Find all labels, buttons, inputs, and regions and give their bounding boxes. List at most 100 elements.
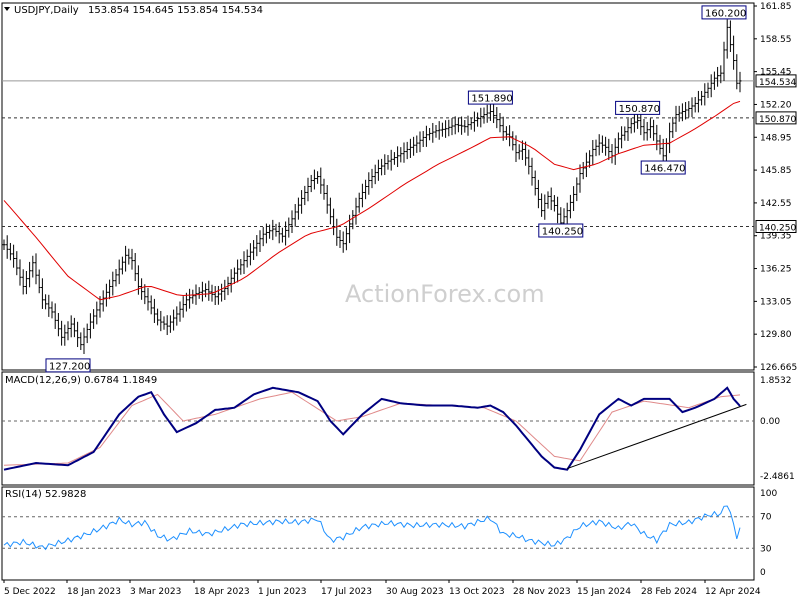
price-bar	[354, 197, 358, 225]
price-bar	[712, 71, 716, 90]
price-bar	[466, 115, 470, 136]
price-bar	[40, 278, 44, 309]
price-bar	[168, 315, 172, 333]
price-bar	[591, 140, 595, 166]
price-bar	[239, 259, 243, 275]
price-bar	[520, 140, 524, 161]
price-bar	[5, 235, 9, 259]
price-bars	[2, 19, 742, 355]
price-bar	[172, 309, 176, 331]
price-bar	[533, 170, 537, 196]
time-tick-10: 28 Feb 2024	[641, 587, 697, 597]
rsi-pane-frame	[1, 486, 755, 581]
price-bar	[738, 71, 742, 93]
annotation-box	[701, 5, 747, 20]
price-bar	[117, 259, 121, 285]
price-bar	[556, 196, 560, 224]
price-bar	[383, 154, 387, 176]
price-bar	[213, 286, 217, 306]
price-bar	[620, 126, 624, 149]
price-bar	[456, 117, 460, 133]
price-bar	[56, 312, 60, 337]
price-bar	[92, 309, 96, 329]
price-bar	[552, 195, 556, 212]
price-bar	[325, 184, 329, 214]
price-bar	[645, 121, 649, 141]
price-bar	[181, 296, 185, 318]
price-bar	[306, 177, 310, 202]
last-price-label: 154.534	[759, 78, 796, 88]
price-bar	[268, 224, 272, 239]
price-bar	[232, 267, 236, 284]
price-bar	[277, 222, 281, 244]
price-bar	[197, 287, 201, 299]
time-tick-7: 13 Oct 2023	[449, 587, 505, 597]
price-bar	[476, 112, 480, 127]
price-bar	[504, 126, 508, 140]
price-bar	[655, 124, 659, 151]
price-bar	[223, 279, 227, 300]
price-bar	[351, 210, 355, 230]
price-bar	[460, 116, 464, 135]
time-tick-8: 28 Nov 2023	[513, 587, 571, 597]
price-bar	[613, 138, 617, 165]
price-bar	[8, 242, 12, 261]
annotation-box	[538, 223, 584, 238]
rsi-line	[3, 505, 741, 551]
price-bar	[543, 194, 547, 220]
dropdown-arrow-icon[interactable]	[4, 7, 10, 11]
price-bar	[15, 251, 19, 276]
price-bar	[453, 116, 457, 135]
price-bar	[549, 187, 553, 211]
level-tag-140.250: 140.250	[759, 223, 796, 233]
price-bar	[642, 119, 646, 141]
price-bar	[479, 107, 483, 128]
price-bar	[101, 290, 105, 312]
price-bar	[216, 285, 220, 305]
price-bar	[415, 135, 419, 153]
price-bar	[674, 105, 678, 132]
price-bar	[719, 65, 723, 84]
price-bar	[258, 230, 262, 252]
level-tag-box	[755, 219, 797, 233]
price-axis-labels: 150.870 140.250 154.534 161.85 158.55 155.45 1…	[754, 2, 797, 578]
annotation-box	[45, 358, 91, 373]
price-bar	[338, 229, 342, 249]
price-bar	[300, 190, 304, 214]
price-bar	[114, 269, 118, 287]
price-bar	[293, 204, 297, 227]
time-tick-0: 5 Dec 2022	[4, 587, 56, 597]
price-bar	[732, 35, 736, 70]
price-bar	[517, 144, 521, 160]
price-bar	[626, 118, 630, 141]
price-bar	[162, 316, 166, 330]
macd-line	[3, 386, 741, 471]
price-bar	[431, 122, 435, 143]
price-bar	[53, 303, 57, 329]
price-bar	[687, 101, 691, 118]
price-bar	[444, 120, 448, 138]
price-bar	[373, 164, 377, 185]
annotation-box	[467, 90, 513, 105]
price-bar	[607, 138, 611, 161]
price-bar	[316, 171, 320, 184]
time-tick-6: 30 Aug 2023	[386, 587, 444, 597]
time-tick-4: 1 Jun 2023	[258, 587, 306, 597]
price-bar	[668, 122, 672, 154]
price-bar	[50, 301, 54, 319]
annotation-box	[640, 160, 686, 175]
price-bar	[69, 315, 73, 338]
price-bar	[597, 134, 601, 156]
price-tick-148.95: 148.95	[760, 133, 792, 143]
time-tick-2: 3 Mar 2023	[130, 587, 181, 597]
price-bar	[37, 269, 41, 294]
price-bar	[680, 103, 684, 122]
time-tick-11: 12 Apr 2024	[705, 587, 761, 597]
time-tick-3: 18 Apr 2023	[194, 587, 250, 597]
price-bar	[392, 152, 396, 165]
price-bar	[376, 159, 380, 181]
price-bar	[130, 248, 134, 270]
price-bar	[88, 313, 92, 339]
macd-title: MACD(12,26,9) 0.6784 1.1849	[5, 375, 157, 386]
level-tag-150.870: 150.870	[759, 115, 796, 125]
